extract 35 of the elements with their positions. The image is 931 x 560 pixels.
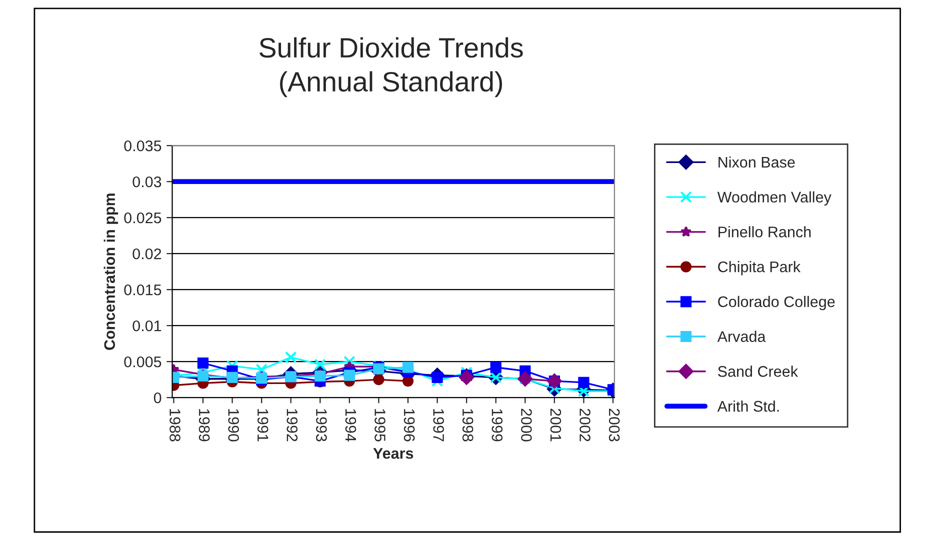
x-tick-label: 1991: [257, 409, 268, 442]
x-tick-label: 2002: [580, 408, 590, 442]
legend-label: Arith Std.: [717, 400, 779, 412]
y-tick-label: 0.025: [124, 212, 162, 224]
y-tick-label: 0.03: [132, 176, 162, 188]
x-tick-label: 2001: [550, 408, 562, 442]
chart-title: Sulfur Dioxide Trends (Annual Standard): [260, 37, 523, 98]
x-tick-label: 1988: [170, 409, 180, 442]
x-tick-label: 2003: [608, 408, 620, 442]
x-tick-label: 1997: [433, 409, 444, 442]
legend-label: Woodmen Valley: [717, 191, 832, 206]
x-tick-label: 2000: [521, 408, 532, 442]
y-tick-label: 0.01: [132, 320, 162, 332]
y-tick-label: 0.005: [124, 356, 162, 368]
y-tick-label: 0.015: [124, 284, 162, 296]
legend-label: Chipita Park: [718, 261, 801, 276]
legend-label: Pinello Ranch: [718, 226, 811, 238]
x-tick-label: 1990: [228, 409, 239, 442]
legend-label: Arvada: [717, 330, 766, 342]
y-tick-label: 0.035: [124, 140, 162, 152]
x-tick-label: 1995: [374, 409, 386, 442]
legend-label: Nixon Base: [718, 156, 795, 168]
legend-label: Sand Creek: [718, 366, 798, 377]
x-tick-label: 1992: [286, 409, 298, 442]
x-tick-label: 1993: [316, 409, 327, 442]
x-tick-label: 1999: [492, 409, 503, 442]
y-axis-title: Concentration in ppm: [104, 194, 118, 350]
x-axis-title: Years: [373, 448, 414, 459]
x-tick-label: 1989: [198, 409, 210, 442]
y-tick-label: 0: [154, 392, 162, 404]
x-tick-label: 1998: [462, 409, 474, 442]
x-tick-label: 1996: [404, 409, 415, 442]
legend-label: Colorado College: [718, 296, 835, 310]
y-tick-label: 0.02: [132, 248, 162, 260]
x-tick-label: 1994: [345, 409, 356, 442]
